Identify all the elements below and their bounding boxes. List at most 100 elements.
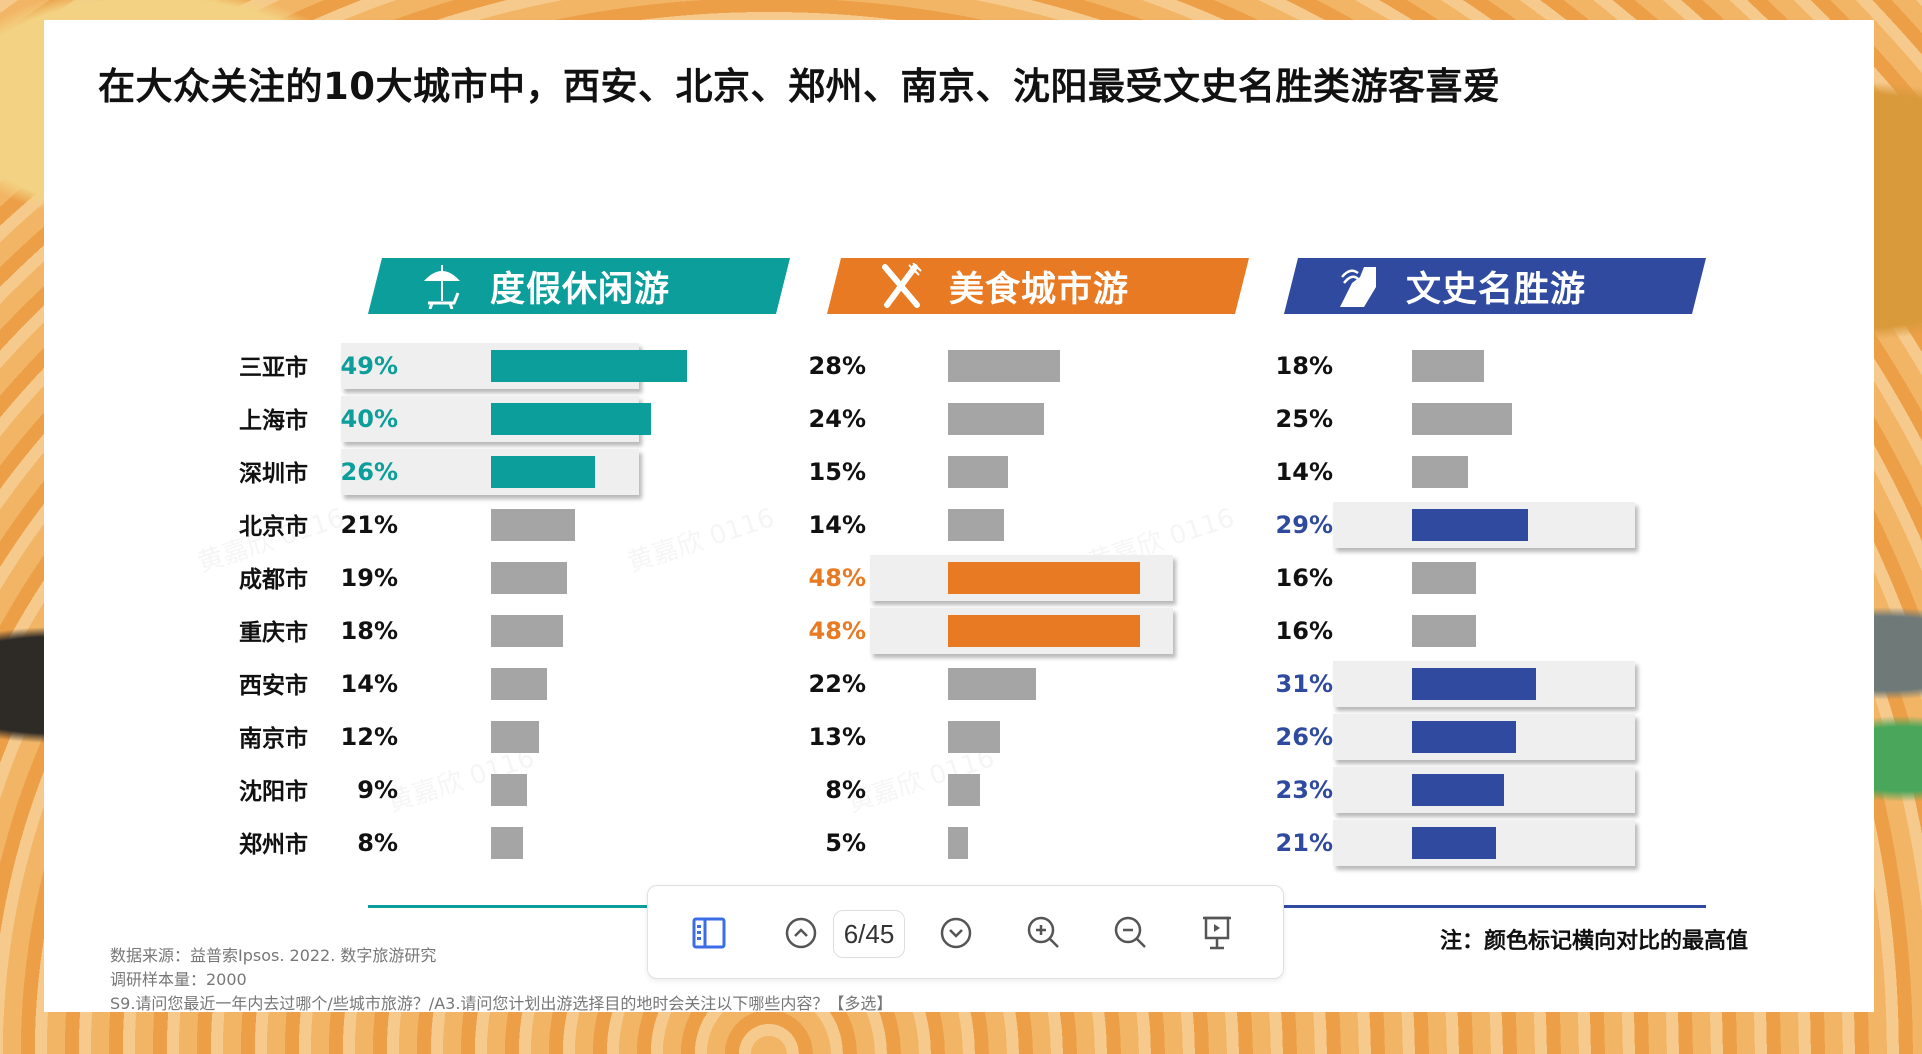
value-label: 21%: [1275, 829, 1333, 857]
bar: [948, 509, 1004, 541]
zoom-out-button[interactable]: [1108, 910, 1154, 956]
value-label: 5%: [825, 829, 866, 857]
bar: [1412, 615, 1476, 647]
city-label: 西安市: [239, 673, 308, 699]
bar: [491, 774, 527, 806]
watermark: 黄嘉欣 0116: [622, 497, 778, 579]
value-label: 13%: [808, 723, 866, 751]
value-label: 14%: [340, 670, 398, 698]
bar: [491, 509, 575, 541]
city-label: 重庆市: [239, 620, 308, 646]
bar: [491, 721, 539, 753]
city-label: 三亚市: [239, 355, 308, 381]
slide-title: 在大众关注的10大城市中，西安、北京、郑州、南京、沈阳最受文史名胜类游客喜爱: [98, 65, 1501, 108]
bar: [1412, 403, 1512, 435]
page-indicator[interactable]: 6/45: [833, 910, 905, 958]
previous-page-button[interactable]: [778, 910, 824, 956]
presentation-button[interactable]: [1194, 910, 1240, 956]
header-label: 文史名胜游: [1406, 269, 1587, 310]
baseline-culture: [1284, 905, 1706, 908]
value-label: 12%: [340, 723, 398, 751]
value-label: 8%: [825, 776, 866, 804]
bar: [948, 827, 968, 859]
value-label: 48%: [808, 564, 866, 592]
value-label: 24%: [808, 405, 866, 433]
landmark-icon: [1330, 263, 1386, 309]
value-label: 48%: [808, 617, 866, 645]
value-label: 15%: [808, 458, 866, 486]
city-label: 成都市: [239, 567, 308, 593]
bar: [491, 456, 595, 488]
presentation-icon: [1203, 916, 1231, 950]
value-label: 19%: [340, 564, 398, 592]
bar: [948, 668, 1036, 700]
bar: [491, 562, 567, 594]
zoom-in-button[interactable]: [1021, 910, 1067, 956]
header-leisure: 度假休闲游: [368, 258, 790, 314]
bar: [1412, 668, 1536, 700]
value-label: 8%: [357, 829, 398, 857]
value-label: 16%: [1275, 617, 1333, 645]
bar: [1412, 456, 1468, 488]
bar: [1412, 350, 1484, 382]
bar: [1412, 562, 1476, 594]
slide-canvas: 在大众关注的10大城市中，西安、北京、郑州、南京、沈阳最受文史名胜类游客喜爱 黄…: [44, 20, 1874, 1013]
city-label: 南京市: [239, 726, 308, 752]
value-label: 40%: [340, 405, 398, 433]
beach-umbrella-icon: [414, 263, 470, 309]
bar: [948, 774, 980, 806]
value-label: 31%: [1275, 670, 1333, 698]
zoom-out-icon: [1114, 916, 1146, 948]
bar: [948, 456, 1008, 488]
value-label: 14%: [808, 511, 866, 539]
city-label: 上海市: [239, 408, 308, 434]
bar: [491, 668, 547, 700]
header-food: 美食城市游: [827, 258, 1249, 314]
city-label: 深圳市: [239, 461, 308, 487]
value-label: 25%: [1275, 405, 1333, 433]
footer-question: S9.请问您最近一年内去过哪个/些城市旅游？/A3.请问您计划出游选择目的地时会…: [110, 994, 893, 1013]
header-culture: 文史名胜游: [1284, 258, 1706, 314]
city-label: 北京市: [239, 514, 308, 540]
bar: [491, 350, 687, 382]
thumbnails-button[interactable]: [686, 910, 732, 956]
bar: [1412, 509, 1528, 541]
value-label: 18%: [340, 617, 398, 645]
bar: [491, 403, 651, 435]
bar: [948, 403, 1044, 435]
bar: [948, 615, 1140, 647]
value-label: 49%: [340, 352, 398, 380]
bar: [948, 562, 1140, 594]
value-label: 23%: [1275, 776, 1333, 804]
footer-sample: 调研样本量：2000: [110, 970, 247, 989]
city-label: 郑州市: [239, 832, 308, 858]
value-label: 9%: [357, 776, 398, 804]
bar: [1412, 774, 1504, 806]
header-label: 美食城市游: [949, 269, 1130, 310]
value-label: 26%: [340, 458, 398, 486]
bar: [491, 827, 523, 859]
value-label: 16%: [1275, 564, 1333, 592]
value-label: 26%: [1275, 723, 1333, 751]
zoom-in-icon: [1027, 916, 1059, 948]
value-label: 28%: [808, 352, 866, 380]
chevron-up-circle-icon: [785, 917, 817, 949]
knife-fork-icon: [873, 263, 929, 309]
value-label: 29%: [1275, 511, 1333, 539]
bar: [491, 615, 563, 647]
next-page-button[interactable]: [933, 910, 979, 956]
bar: [1412, 827, 1496, 859]
bar: [948, 350, 1060, 382]
value-label: 21%: [340, 511, 398, 539]
baseline-leisure: [368, 905, 790, 908]
bar: [948, 721, 1000, 753]
chart-note: 注：颜色标记横向对比的最高值: [1440, 929, 1749, 954]
bar: [1412, 721, 1516, 753]
viewer-toolbar: 6/45: [647, 885, 1284, 979]
footer-source: 数据来源：益普索Ipsos. 2022. 数字旅游研究: [110, 946, 437, 965]
header-label: 度假休闲游: [490, 269, 671, 310]
value-label: 22%: [808, 670, 866, 698]
chevron-down-circle-icon: [940, 917, 972, 949]
sidebar-panel-icon: [692, 917, 726, 949]
city-label: 沈阳市: [239, 779, 308, 805]
